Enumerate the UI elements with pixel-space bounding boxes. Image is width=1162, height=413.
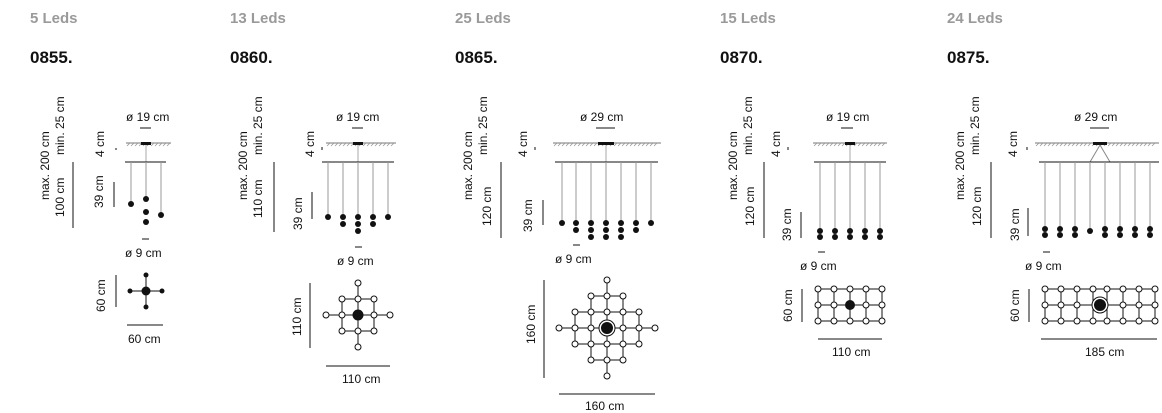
min-height-label: min. 25 cm [476,96,490,155]
total-height-label: 120 cm [480,187,494,226]
plan-view [127,272,165,310]
led-count: 13 Leds [230,10,286,27]
plan-height-label: 160 cm [524,305,538,344]
max-height-label: max. 200 cm [461,131,475,200]
model-code: 0855. [30,48,73,67]
plan-width-label: 160 cm [585,399,624,413]
canopy-diameter-label: ø 19 cm [336,110,379,124]
led-spheres [559,220,654,240]
min-height-label: min. 25 cm [968,96,982,155]
canopy-gap-label: 4 cm [93,131,107,157]
led-diameter-label: ø 9 cm [125,246,162,260]
led-spheres [817,228,883,240]
model-code: 0860. [230,48,273,67]
plan-view [555,276,659,380]
max-height-label: max. 200 cm [236,131,250,200]
lamp-diagram: max. 200 cm min. 25 cm 4 cm ø 29 cm 120 … [953,96,1159,359]
lamp-diagram: max. 200 cm min. 25 cm 4 cm ø 29 cm 120 … [461,96,661,413]
canopy-diameter-label: ø 19 cm [126,110,169,124]
canopy-gap-label: 4 cm [769,131,783,157]
canopy [845,142,855,145]
led-count: 25 Leds [455,10,511,27]
model-code: 0865. [455,48,498,67]
plan-height-label: 110 cm [290,298,304,336]
lamp-diagram: max. 200 cm min. 25 cm 4 cm ø 19 cm 100 … [38,96,171,346]
canopy [598,142,614,145]
drop-label: 39 cm [291,197,305,230]
plan-view [814,285,886,325]
pendant-wires [327,162,389,216]
canopy-gap-label: 4 cm [1006,131,1020,157]
drop-label: 39 cm [780,208,794,241]
led-diameter-label: ø 9 cm [1025,259,1062,273]
canopy [1093,142,1107,145]
min-height-label: min. 25 cm [251,96,265,155]
led-diameter-label: ø 9 cm [337,254,374,268]
total-height-label: 120 cm [970,187,984,226]
max-height-label: max. 200 cm [726,131,740,200]
lamp-diagram: max. 200 cm min. 25 cm 4 cm ø 19 cm 120 … [726,96,887,359]
canopy-diameter-label: ø 29 cm [580,110,623,124]
canopy [141,142,151,145]
total-height-label: 120 cm [743,187,757,226]
pendant-wires [561,162,652,222]
plan-height-label: 60 cm [1008,289,1022,322]
plan-width-label: 110 cm [832,345,870,359]
drop-label: 39 cm [1008,208,1022,241]
max-height-label: max. 200 cm [38,131,52,200]
lamp-diagram: max. 200 cm min. 25 cm 4 cm ø 19 cm 110 … [236,96,396,386]
pendant-wires [130,162,162,214]
plan-height-label: 60 cm [781,289,795,322]
led-spheres [1042,226,1153,238]
suspension-wires [1089,144,1111,163]
led-spheres [325,214,391,234]
led-count: 5 Leds [30,10,78,27]
led-spheres [128,196,164,225]
min-height-label: min. 25 cm [741,96,755,155]
min-height-label: min. 25 cm [53,96,67,155]
plan-height-label: 60 cm [94,279,108,312]
drop-label: 39 cm [521,199,535,232]
plan-view [1041,285,1159,325]
plan-view [322,279,394,351]
canopy-gap-label: 4 cm [303,131,317,157]
canopy [353,142,363,145]
canopy-gap-label: 4 cm [516,131,530,157]
led-count: 24 Leds [947,10,1003,27]
max-height-label: max. 200 cm [953,131,967,200]
canopy-diameter-label: ø 29 cm [1074,110,1117,124]
led-count: 15 Leds [720,10,776,27]
model-code: 0875. [947,48,990,67]
canopy-diameter-label: ø 19 cm [826,110,869,124]
plan-width-label: 185 cm [1085,345,1124,359]
total-height-label: 100 cm [53,178,67,217]
model-code: 0870. [720,48,763,67]
pendant-wires [1044,162,1151,228]
drop-label: 39 cm [92,175,106,208]
pendant-wires [819,162,881,230]
led-diameter-label: ø 9 cm [555,252,592,266]
plan-width-label: 110 cm [342,372,380,386]
plan-width-label: 60 cm [128,332,161,346]
total-height-label: 110 cm [251,180,265,218]
led-diameter-label: ø 9 cm [800,259,837,273]
